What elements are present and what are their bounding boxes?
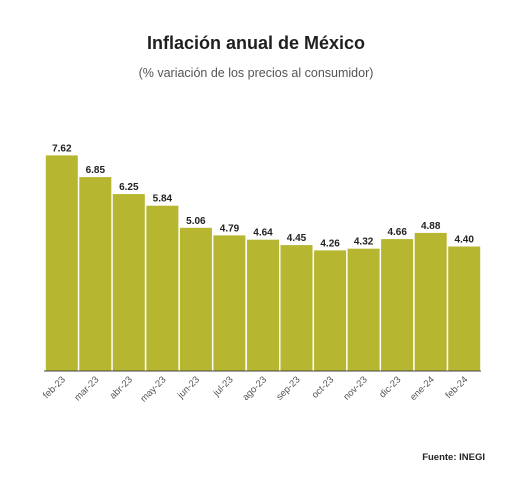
- bar-feb-23: [45, 155, 78, 371]
- x-tick-label: oct-23: [310, 374, 336, 400]
- bar-jul-23: [213, 235, 246, 371]
- chart-subtitle: (% variación de los precios al consumido…: [138, 66, 374, 80]
- bar-jun-23: [179, 227, 212, 371]
- x-tick-label: ago-23: [240, 374, 269, 403]
- x-tick-label: feb-24: [443, 374, 470, 401]
- bar-oct-23: [314, 250, 347, 371]
- bar-mar-23: [79, 177, 112, 371]
- bar-value-label: 4.66: [387, 227, 407, 238]
- bar-value-label: 6.85: [86, 165, 106, 176]
- bar-value-label: 4.32: [354, 237, 374, 248]
- bar-value-label: 4.64: [253, 228, 273, 239]
- source-note: Fuente: INEGI: [422, 452, 485, 463]
- bar-dic-23: [381, 239, 414, 371]
- bar-nov-23: [347, 248, 380, 371]
- bar-value-label: 4.45: [287, 233, 307, 244]
- x-tick-label: sep-23: [274, 374, 302, 402]
- x-tick-label: jul-23: [211, 374, 236, 399]
- x-tick-label: jun-23: [175, 374, 202, 401]
- bar-value-label: 4.40: [454, 235, 474, 246]
- bar-value-label: 5.84: [153, 194, 173, 205]
- bar-may-23: [146, 205, 179, 371]
- bar-abr-23: [112, 194, 145, 371]
- x-tick-label: feb-23: [41, 374, 68, 401]
- bar-ago-23: [247, 239, 279, 371]
- bar-value-label: 5.06: [186, 216, 206, 227]
- value-labels-group: 7.62 6.85 6.25 5.84 5.06 4.79 4.64 4.45 4.26 4.32…: [52, 143, 474, 249]
- bar-value-label: 7.62: [52, 143, 72, 154]
- bar-sep-23: [280, 245, 313, 371]
- x-tick-label: dic-23: [377, 374, 403, 400]
- x-tick-label: ene-24: [408, 374, 437, 403]
- bar-ene-24: [414, 232, 447, 371]
- x-tick-label: mar-23: [72, 374, 101, 403]
- bars-group: [45, 155, 481, 371]
- x-tick-label: nov-23: [341, 374, 369, 402]
- bar-value-label: 4.79: [220, 223, 240, 234]
- x-tick-label: may-23: [138, 374, 168, 404]
- bar-value-label: 6.25: [119, 182, 139, 193]
- bar-feb-24: [448, 246, 481, 371]
- chart-title: Inflación anual de México: [146, 33, 366, 53]
- bar-value-label: 4.88: [421, 221, 441, 232]
- x-tick-label: abr-23: [108, 374, 135, 401]
- x-tick-labels-group: feb-23 mar-23 abr-23 may-23 jun-23 jul-23 ago-…: [41, 374, 470, 404]
- bar-value-label: 4.26: [320, 238, 340, 249]
